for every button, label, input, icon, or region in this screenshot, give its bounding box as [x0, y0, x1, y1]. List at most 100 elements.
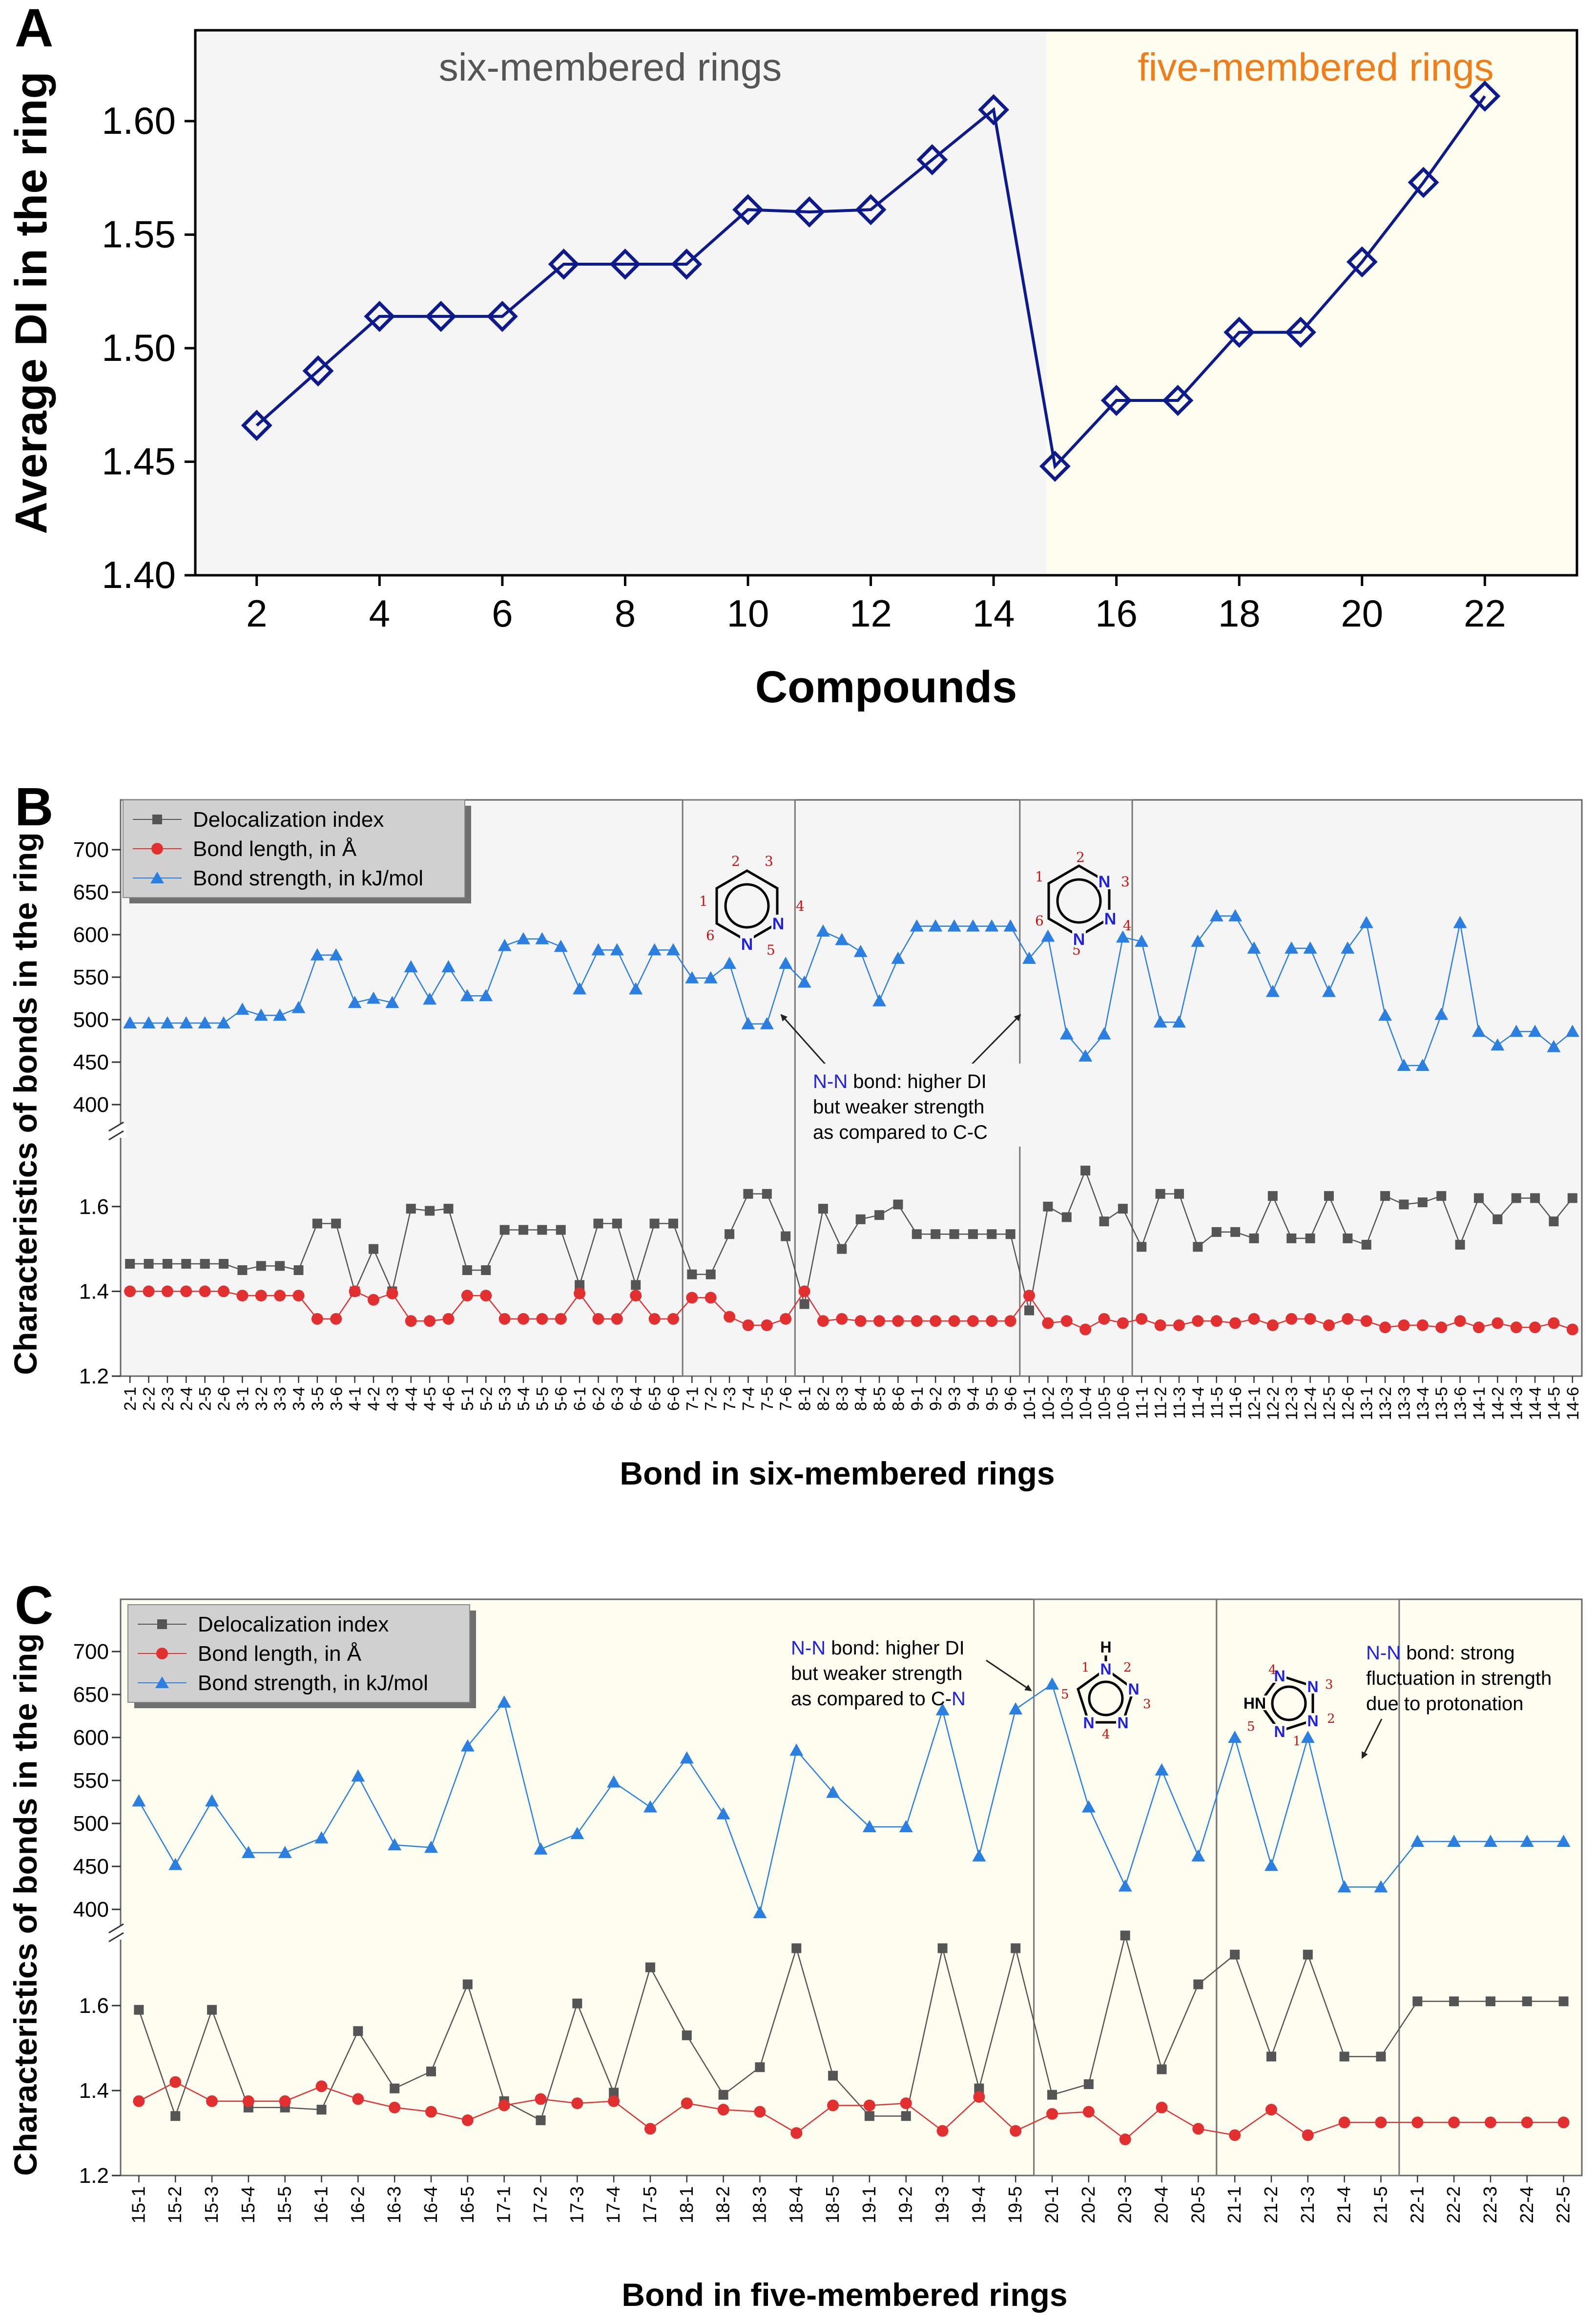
- bond-length-point: [817, 1315, 829, 1327]
- bond-length-point: [498, 1313, 511, 1325]
- svg-text:4: 4: [1268, 1663, 1277, 1677]
- svg-text:N: N: [772, 915, 785, 933]
- data-point-a: [978, 94, 1010, 126]
- delocalization-index-point: [799, 1299, 809, 1309]
- x-tick-label-a: 14: [973, 592, 1015, 635]
- data-point-a: [1223, 316, 1255, 348]
- delocalization-index-point: [893, 1199, 903, 1210]
- svg-text:3: 3: [1143, 1697, 1151, 1712]
- x-tick-label-a: 8: [615, 592, 636, 635]
- svg-text:HN: HN: [1244, 1695, 1266, 1712]
- delocalization-index-point: [1485, 1996, 1495, 2007]
- bond-strength-point: [235, 1003, 249, 1015]
- legend-b: Delocalization index Bond length, in Å B…: [123, 799, 471, 903]
- delocalization-index-point: [1417, 1197, 1428, 1208]
- bond-strength-point: [779, 957, 793, 969]
- bond-length-point: [892, 1315, 904, 1327]
- x-tick-label: 19-3: [933, 2186, 953, 2223]
- x-tick-label: 11-1: [1133, 1387, 1151, 1419]
- x-tick-label: 18-2: [713, 2186, 734, 2223]
- x-tick-label-a: 10: [727, 592, 769, 635]
- data-point-a: [364, 300, 395, 332]
- bond-strength-point: [291, 1001, 306, 1013]
- x-tick-label: 20-3: [1115, 2186, 1136, 2223]
- bond-strength-point: [741, 1017, 755, 1029]
- bond-length-point: [1265, 2104, 1277, 2116]
- svg-text:6: 6: [1035, 913, 1044, 929]
- bond-length-point: [1302, 2129, 1314, 2141]
- bond-length-point: [555, 1313, 567, 1325]
- bond-strength-point: [1410, 1834, 1425, 1847]
- x-tick-label: 8-1: [796, 1387, 814, 1411]
- bond-length-point: [798, 1285, 810, 1298]
- delocalization-index-point: [162, 1258, 172, 1269]
- legend-marker-length: [156, 1648, 168, 1659]
- delocalization-index-point: [762, 1189, 772, 1199]
- delocalization-index-point: [170, 2111, 181, 2121]
- bond-strength-point: [1520, 1834, 1534, 1847]
- delocalization-index-point: [1011, 1943, 1021, 1953]
- bond-length-point: [1285, 1313, 1298, 1325]
- x-tick-label: 17-2: [530, 2186, 551, 2223]
- five-membered-region: [1046, 30, 1577, 575]
- bond-strength-point: [910, 919, 924, 932]
- bond-length-point: [930, 1315, 942, 1327]
- delocalization-index-point: [1249, 1233, 1259, 1243]
- svg-text:as compared to C-C: as compared to C-C: [813, 1122, 988, 1143]
- x-tick-label: 2-4: [177, 1387, 196, 1411]
- bond-length-point: [292, 1290, 305, 1302]
- bond-strength-point: [424, 1841, 438, 1853]
- x-tick-label: 18-3: [749, 2186, 770, 2223]
- delocalization-index-point: [1266, 2051, 1276, 2062]
- bond-strength-point: [348, 996, 362, 1008]
- bond-length-point: [936, 2125, 949, 2137]
- x-tick-label: 20-4: [1152, 2186, 1172, 2223]
- x-tick-label: 7-1: [683, 1387, 702, 1411]
- bond-length-point: [1472, 1321, 1485, 1334]
- x-tick-label: 22-4: [1517, 2186, 1537, 2223]
- bond-strength-point: [1547, 1040, 1561, 1052]
- svg-text:N-N bond: strong: N-N bond: strong: [1366, 1642, 1515, 1664]
- legend-label-strength: Bond strength, in kJ/mol: [193, 866, 423, 890]
- svg-text:H: H: [1100, 1638, 1111, 1656]
- x-tick-label: 17-5: [640, 2186, 661, 2223]
- legend-c: Delocalization index Bond length, in Å B…: [127, 1604, 476, 1708]
- bond-length-point: [630, 1290, 642, 1302]
- x-tick-label-a: 2: [246, 592, 267, 635]
- data-point-a: [671, 249, 703, 280]
- bond-length-point: [1117, 1317, 1129, 1329]
- delocalization-index-point: [1047, 2090, 1057, 2100]
- bond-strength-point: [1359, 916, 1373, 928]
- bond-strength-point: [385, 996, 399, 1008]
- bond-strength-point: [629, 982, 643, 995]
- delocalization-index-point: [1361, 1239, 1371, 1250]
- six-membered-label: six-membered rings: [439, 45, 782, 89]
- x-tick-label: 5-6: [552, 1387, 571, 1411]
- bond-strength-point: [1453, 916, 1467, 928]
- bond-length-point: [780, 1313, 792, 1325]
- bond-strength-point: [479, 989, 493, 1002]
- bond-length-point: [854, 1315, 867, 1327]
- bond-length-point: [790, 2127, 803, 2139]
- delocalization-index-point: [1511, 1193, 1521, 1203]
- delocalization-index-point: [390, 2083, 400, 2093]
- y-tick-label: 700: [73, 1640, 109, 1664]
- legend-marker-di: [157, 1619, 167, 1629]
- bond-strength-point: [554, 940, 568, 952]
- bond-length-point: [1060, 1315, 1073, 1327]
- bond-strength-point: [132, 1794, 146, 1807]
- bond-strength-point: [647, 943, 662, 956]
- bond-strength-point: [797, 975, 811, 988]
- x-tick-label: 19-2: [896, 2186, 916, 2223]
- svg-text:N: N: [1104, 910, 1117, 928]
- x-tick-label: 13-4: [1414, 1387, 1432, 1420]
- bond-strength-point: [1528, 1025, 1542, 1037]
- x-tick-label: 2-2: [140, 1387, 159, 1411]
- bond-strength-point: [1509, 1025, 1523, 1037]
- bond-length-point: [1323, 1319, 1335, 1331]
- x-tick-label: 2-6: [215, 1387, 233, 1411]
- svg-text:fluctuation in strength: fluctuation in strength: [1366, 1668, 1552, 1689]
- bond-length-point: [667, 1313, 679, 1325]
- x-tick-label-a: 20: [1341, 592, 1383, 635]
- bond-strength-point: [310, 948, 324, 961]
